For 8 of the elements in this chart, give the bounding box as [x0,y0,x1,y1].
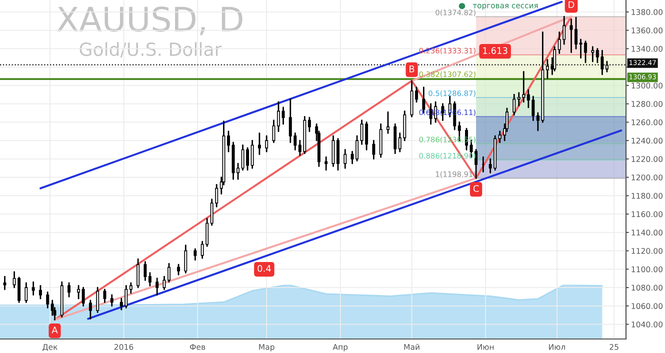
annotation: 0.4 [258,265,271,272]
annotation: B [410,66,414,72]
text: Gold/U.S. Dollar [80,42,222,58]
annotation: C [473,185,479,192]
annotation: D [568,1,574,8]
annotation: A [52,326,58,334]
chart-title: XAUUSD, D [57,6,242,36]
annotation: 1.613 [483,47,508,54]
